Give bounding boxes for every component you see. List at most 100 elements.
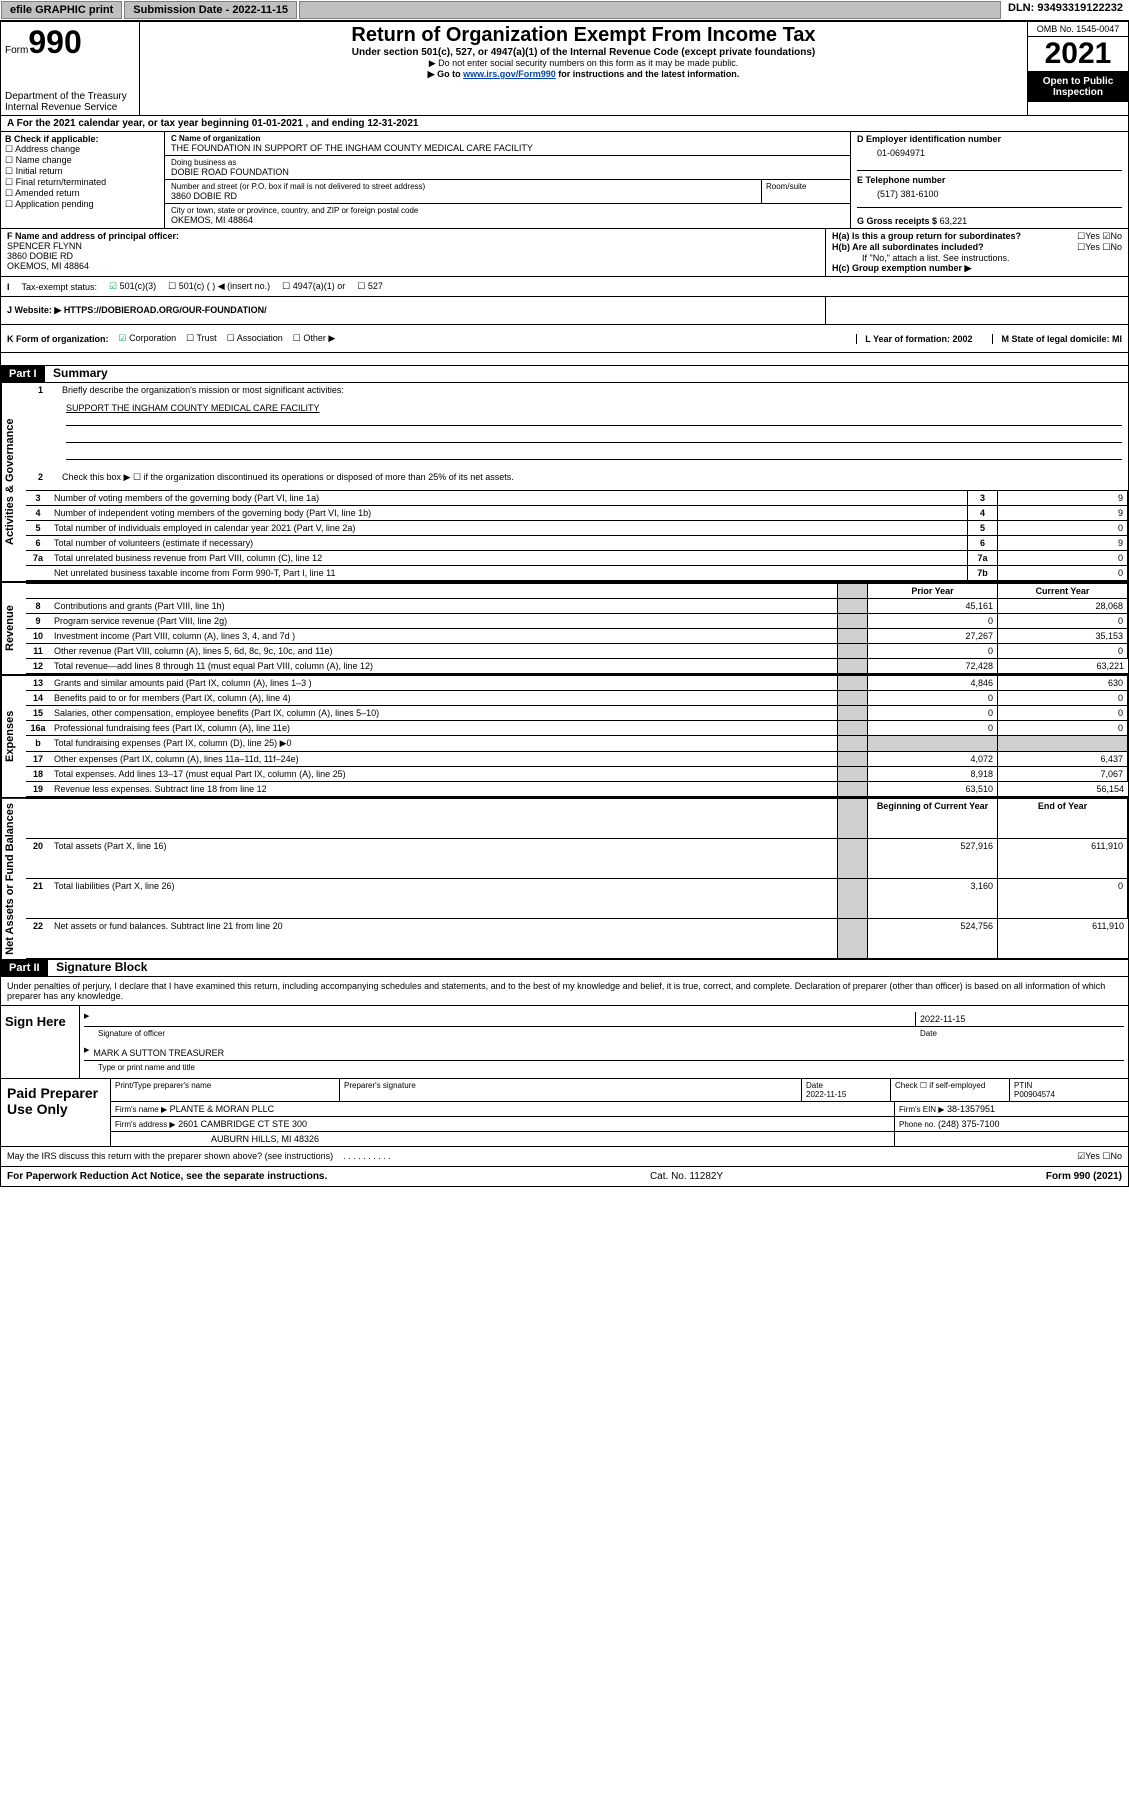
r-b-8: [838, 599, 868, 614]
firm-name-block: Firm's name ▶ PLANTE & MORAN PLLC: [111, 1102, 895, 1116]
firm-phone-blank: [895, 1132, 1128, 1146]
check-trust[interactable]: Trust: [186, 333, 217, 344]
n-p-22: 524,756: [868, 919, 998, 959]
check-corporation[interactable]: Corporation: [119, 333, 177, 344]
n-n-22: 22: [26, 919, 50, 959]
check-501c[interactable]: 501(c) ( ) ◀ (insert no.): [168, 281, 270, 292]
r-b-10: [838, 629, 868, 644]
part2-header-row: Part II Signature Block: [1, 960, 1128, 977]
e-d-18: Total expenses. Add lines 13–17 (must eq…: [50, 767, 838, 782]
sign-here-label: Sign Here: [1, 1006, 80, 1078]
n-p-21: 3,160: [868, 879, 998, 919]
netassets-label: Net Assets or Fund Balances: [1, 799, 26, 959]
e-p-17: 4,072: [868, 752, 998, 767]
firm-ein-value: 38-1357951: [947, 1104, 995, 1114]
g-v-6: 9: [998, 536, 1128, 551]
prep-row-3: Firm's address ▶ 2601 CAMBRIDGE CT STE 3…: [111, 1117, 1128, 1132]
penalty-text: Under penalties of perjury, I declare th…: [1, 977, 1128, 1006]
firm-addr1: 2601 CAMBRIDGE CT STE 300: [178, 1119, 307, 1129]
g-v-5: 0: [998, 521, 1128, 536]
e-b-19: [838, 782, 868, 797]
g-n-3: 3: [26, 491, 50, 506]
r-p-11: 0: [868, 644, 998, 659]
prep-check-label[interactable]: Check ☐ if self-employed: [891, 1079, 1010, 1101]
prep-sig-label: Preparer's signature: [340, 1079, 802, 1101]
netassets-section: Net Assets or Fund Balances Beginning of…: [1, 798, 1128, 960]
check-address-change[interactable]: Address change: [5, 144, 160, 155]
e-d-16a: Professional fundraising fees (Part IX, …: [50, 721, 838, 736]
check-4947[interactable]: 4947(a)(1) or: [282, 281, 345, 292]
city-block: City or town, state or province, country…: [165, 204, 850, 227]
e-n-17: 17: [26, 752, 50, 767]
check-amended-return[interactable]: Amended return: [5, 188, 160, 199]
r-d-10: Investment income (Part VIII, column (A)…: [50, 629, 838, 644]
phone-value: (517) 381-6100: [857, 185, 1122, 207]
preparer-label: Paid Preparer Use Only: [1, 1079, 111, 1146]
preparer-section: Paid Preparer Use Only Print/Type prepar…: [1, 1079, 1128, 1147]
check-final-return[interactable]: Final return/terminated: [5, 177, 160, 188]
mission-line3: [66, 432, 1122, 443]
officer-typed-name: MARK A SUTTON TREASURER: [89, 1046, 228, 1060]
firm-addr-block: Firm's address ▶ 2601 CAMBRIDGE CT STE 3…: [111, 1117, 895, 1131]
f-h-row: F Name and address of principal officer:…: [1, 229, 1128, 277]
tax-year: 2021: [1028, 37, 1128, 72]
ein-label: Firm's EIN ▶: [899, 1105, 944, 1114]
n-d-20: Total assets (Part X, line 16): [50, 839, 838, 879]
sig-line-1: 2022-11-15: [84, 1012, 1124, 1027]
submission-date: Submission Date - 2022-11-15: [124, 1, 297, 19]
r-d-9: Program service revenue (Part VIII, line…: [50, 614, 838, 629]
expenses-grid: 13Grants and similar amounts paid (Part …: [26, 676, 1128, 797]
line1-desc: Briefly describe the organization's miss…: [62, 385, 1124, 395]
check-527[interactable]: 527: [357, 281, 383, 292]
form-id-block: Form990 Department of the Treasury Inter…: [1, 22, 140, 115]
n-c-22: 611,910: [998, 919, 1128, 959]
e-c-18: 7,067: [998, 767, 1128, 782]
discuss-yn[interactable]: ☑Yes ☐No: [1077, 1151, 1122, 1162]
line2-desc: Check this box ▶ ☐ if the organization d…: [62, 472, 1124, 483]
check-association[interactable]: Association: [227, 333, 283, 344]
n-b-21: [838, 879, 868, 919]
ha-yn[interactable]: ☐Yes ☑No: [1077, 231, 1122, 242]
line-1: 1 Briefly describe the organization's mi…: [26, 383, 1128, 403]
e-n-19: 19: [26, 782, 50, 797]
efile-button[interactable]: efile GRAPHIC print: [1, 1, 122, 19]
irs-link[interactable]: www.irs.gov/Form990: [463, 69, 556, 79]
n-h-n: [26, 799, 50, 839]
box-f: F Name and address of principal officer:…: [1, 229, 826, 276]
footer-left: For Paperwork Reduction Act Notice, see …: [7, 1171, 327, 1182]
ssn-warning: ▶ Do not enter social security numbers o…: [144, 58, 1023, 69]
dln-label: DLN: 93493319122232: [1002, 0, 1129, 20]
city-value: OKEMOS, MI 48864: [171, 215, 844, 225]
irs-label: Internal Revenue Service: [5, 102, 135, 113]
n-b-22: [838, 919, 868, 959]
g-d-3: Number of voting members of the governin…: [50, 491, 968, 506]
goto-prefix: ▶ Go to: [428, 69, 463, 79]
box-c: C Name of organization THE FOUNDATION IN…: [165, 132, 850, 228]
line-2: 2 Check this box ▶ ☐ if the organization…: [26, 470, 1128, 490]
g-d-7a: Total unrelated business revenue from Pa…: [50, 551, 968, 566]
gross-label: G Gross receipts $: [857, 216, 937, 226]
street-block: Number and street (or P.O. box if mail i…: [165, 180, 762, 203]
goto-line: ▶ Go to www.irs.gov/Form990 for instruct…: [144, 69, 1023, 80]
e-n-16a: 16a: [26, 721, 50, 736]
hb-note: If "No," attach a list. See instructions…: [832, 253, 1122, 263]
check-application-pending[interactable]: Application pending: [5, 199, 160, 210]
r-h-d: [50, 584, 838, 599]
check-501c3[interactable]: 501(c)(3): [109, 281, 156, 292]
n-c-20: 611,910: [998, 839, 1128, 879]
hb-yn[interactable]: ☐Yes ☐No: [1077, 242, 1122, 253]
form-container: Form990 Department of the Treasury Inter…: [0, 21, 1129, 1187]
check-other[interactable]: Other ▶: [293, 333, 336, 344]
r-b-11: [838, 644, 868, 659]
n-d-21: Total liabilities (Part X, line 26): [50, 879, 838, 919]
phone-label-prep: Phone no.: [899, 1120, 935, 1129]
e-c-16a: 0: [998, 721, 1128, 736]
sig-line-2: MARK A SUTTON TREASURER: [84, 1046, 1124, 1061]
check-initial-return[interactable]: Initial return: [5, 166, 160, 177]
e-b-13: [838, 676, 868, 691]
netassets-grid: Beginning of Current YearEnd of Year 20T…: [26, 799, 1128, 959]
check-name-change[interactable]: Name change: [5, 155, 160, 166]
g-v-7b: 0: [998, 566, 1128, 581]
prep-row-2: Firm's name ▶ PLANTE & MORAN PLLC Firm's…: [111, 1102, 1128, 1117]
top-toolbar: efile GRAPHIC print Submission Date - 20…: [0, 0, 1129, 21]
